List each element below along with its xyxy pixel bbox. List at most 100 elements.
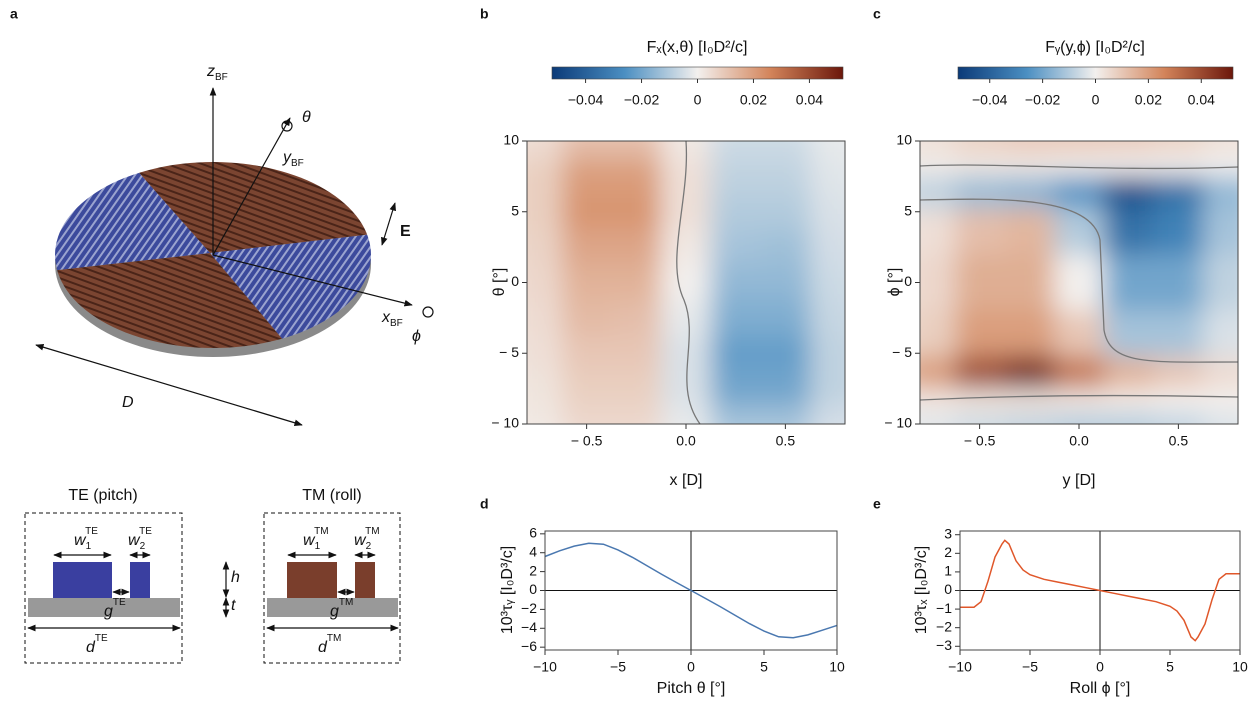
heat-cell bbox=[562, 300, 612, 336]
heat-cell bbox=[611, 336, 661, 372]
x-tick-label: 5 bbox=[1166, 659, 1174, 675]
heat-cell bbox=[810, 159, 865, 195]
field-label: E bbox=[400, 223, 411, 240]
label-sup: TE bbox=[113, 597, 126, 608]
heat-cell bbox=[1203, 208, 1250, 254]
y-tick-label: 2 bbox=[529, 562, 537, 578]
heat-cell bbox=[761, 159, 811, 195]
line-panel: −10−50510−6−4−20246Pitch θ [°]10³τᵧ [I₀D… bbox=[499, 525, 845, 698]
rotation-label: θ bbox=[302, 109, 311, 126]
te-title: TE (pitch) bbox=[68, 487, 137, 504]
heat-cell bbox=[1203, 121, 1250, 152]
heat-cell bbox=[562, 194, 612, 230]
heat-cell bbox=[810, 371, 865, 407]
heat-cell bbox=[1203, 254, 1250, 311]
heat-cell bbox=[711, 229, 761, 265]
colorbar-tick-label: 0.02 bbox=[740, 92, 767, 108]
colorbar-title: Fₓ(x,θ) [I₀D²/c] bbox=[647, 39, 748, 56]
label-sup: TE bbox=[85, 526, 98, 537]
y-tick-label: −2 bbox=[521, 600, 537, 616]
heat-cell bbox=[711, 265, 761, 301]
heat-cell bbox=[1154, 254, 1204, 311]
y-tick-label: −6 bbox=[521, 638, 537, 654]
heat-cell bbox=[611, 194, 661, 230]
y-tick-label: 10 bbox=[896, 132, 912, 148]
panel-letter: c bbox=[873, 6, 881, 22]
diagram-label: w1TE bbox=[74, 526, 98, 552]
y-tick-label: −3 bbox=[936, 637, 952, 653]
label-main: g bbox=[104, 603, 113, 620]
heat-cell bbox=[1004, 311, 1054, 357]
heat-cell bbox=[711, 194, 761, 230]
heat-cell bbox=[900, 152, 955, 177]
heat-cell bbox=[1004, 413, 1054, 444]
colorbar-tick-label: −0.04 bbox=[972, 92, 1008, 108]
x-tick-label: 5 bbox=[760, 659, 768, 675]
heat-cell bbox=[1154, 176, 1204, 208]
heat-cell bbox=[507, 371, 562, 407]
heat-cell bbox=[1203, 389, 1250, 414]
heat-cell bbox=[1054, 311, 1104, 357]
colorbar-title: Fᵧ(y,ϕ) [I₀D²/c] bbox=[1045, 39, 1145, 56]
heat-cell bbox=[562, 229, 612, 265]
heat-cell bbox=[711, 336, 761, 372]
heat-cell bbox=[1104, 413, 1154, 444]
label-sup: TM bbox=[314, 526, 328, 537]
colorbar bbox=[958, 67, 1233, 79]
heat-cell bbox=[611, 265, 661, 301]
colorbar bbox=[552, 67, 843, 79]
heat-cell bbox=[761, 336, 811, 372]
heat-cell bbox=[761, 300, 811, 336]
x-tick-label: − 0.5 bbox=[964, 433, 996, 449]
heat-cell bbox=[810, 194, 865, 230]
heat-cell bbox=[562, 336, 612, 372]
heat-cell bbox=[507, 229, 562, 265]
y-tick-label: 0 bbox=[944, 581, 952, 597]
x-tick-label: 0 bbox=[687, 659, 695, 675]
heat-cell bbox=[661, 336, 711, 372]
heat-cell bbox=[1203, 413, 1250, 444]
colorbar-tick-label: −0.04 bbox=[568, 92, 604, 108]
heat-cell bbox=[955, 389, 1005, 414]
label-main: g bbox=[330, 603, 339, 620]
y-tick-label: 0 bbox=[904, 273, 912, 289]
heat-cell bbox=[1154, 389, 1204, 414]
y-tick-label: 1 bbox=[944, 563, 952, 579]
x-axis-label: Roll ϕ [°] bbox=[1070, 680, 1131, 697]
heat-cell bbox=[1054, 152, 1104, 177]
heat-cell bbox=[611, 159, 661, 195]
colorbar-tick-label: −0.02 bbox=[1025, 92, 1061, 108]
diagram-label: dTM bbox=[318, 633, 341, 657]
y-tick-label: −1 bbox=[936, 600, 952, 616]
heat-cell bbox=[1004, 121, 1054, 152]
panel-letter: a bbox=[10, 6, 18, 22]
heat-cell bbox=[761, 229, 811, 265]
heat-cell bbox=[611, 121, 661, 159]
heat-cell bbox=[562, 265, 612, 301]
heat-cell bbox=[1154, 121, 1204, 152]
heat-cell bbox=[1104, 311, 1154, 357]
heat-cell bbox=[1004, 208, 1054, 254]
x-axis-label: Pitch θ [°] bbox=[657, 680, 726, 697]
y-tick-label: 3 bbox=[944, 525, 952, 541]
label-sup: TE bbox=[95, 633, 108, 644]
y-tick-label: 6 bbox=[529, 525, 537, 541]
heat-cell bbox=[562, 159, 612, 195]
colorbar-tick-label: 0 bbox=[694, 92, 702, 108]
heat-cell bbox=[1054, 121, 1104, 152]
y-tick-label: 4 bbox=[529, 543, 537, 559]
heat-cell bbox=[1104, 121, 1154, 152]
heat-cell bbox=[507, 159, 562, 195]
x-tick-label: −10 bbox=[533, 659, 557, 675]
heat-cell bbox=[1054, 389, 1104, 414]
x-tick-label: −5 bbox=[610, 659, 626, 675]
heat-cell bbox=[810, 300, 865, 336]
label-main: z bbox=[206, 63, 215, 80]
diagram-label: dTE bbox=[86, 633, 108, 657]
y-tick-label: 2 bbox=[944, 544, 952, 560]
y-tick-label: −4 bbox=[521, 619, 537, 635]
diagram-label: w2TE bbox=[128, 526, 152, 552]
heat-cell bbox=[810, 229, 865, 265]
panel-letter: b bbox=[480, 6, 489, 22]
y-axis-label: 10³τₓ [I₀D³/c] bbox=[913, 546, 930, 634]
